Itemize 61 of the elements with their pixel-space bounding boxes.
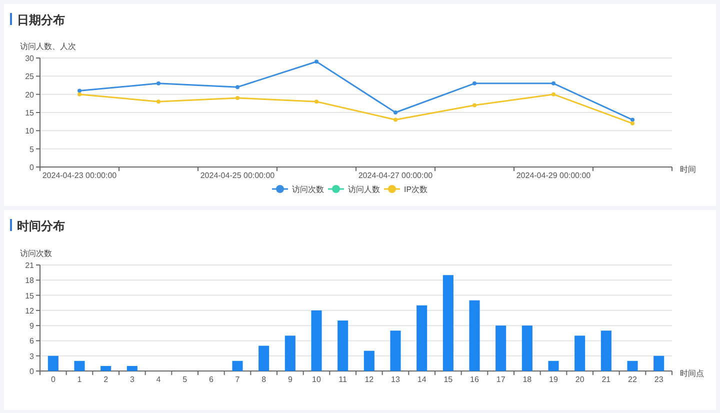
- y-tick-label: 6: [30, 336, 35, 346]
- bar: [48, 356, 58, 371]
- point: [236, 96, 240, 100]
- y-tick-label: 15: [25, 291, 35, 300]
- point: [314, 60, 318, 64]
- point: [630, 121, 634, 126]
- point: [552, 81, 556, 86]
- bar: [522, 326, 532, 371]
- y-tick-label: 3: [30, 352, 35, 361]
- point: [394, 118, 398, 122]
- point: [156, 100, 160, 104]
- legend-label: IP次数: [404, 185, 428, 194]
- point: [236, 85, 240, 90]
- y-tick-label: 12: [25, 306, 35, 316]
- bar: [258, 346, 270, 371]
- x-axis-title: 时间点: [680, 369, 704, 378]
- y-tick-label: 0: [30, 163, 35, 172]
- y-tick-label: 20: [25, 90, 35, 100]
- bar: [627, 360, 638, 371]
- bar: [100, 366, 112, 371]
- point: [630, 118, 634, 122]
- y-tick-label: 25: [25, 72, 35, 82]
- y-tick-label: 9: [30, 322, 35, 331]
- bar: [548, 360, 559, 371]
- chart-title: 时间分布: [17, 219, 65, 233]
- y-axis-title: 访问人数、人次: [20, 42, 76, 51]
- bar: [496, 326, 506, 371]
- bar: [311, 310, 322, 371]
- point: [472, 81, 476, 86]
- bar: [390, 330, 401, 371]
- point: [552, 92, 556, 96]
- y-tick-label: 0: [30, 367, 35, 376]
- y-tick-label: 21: [25, 261, 35, 270]
- point: [78, 92, 82, 96]
- bar: [600, 330, 612, 371]
- bar: [284, 336, 296, 371]
- bar: [338, 320, 348, 371]
- bar: [574, 336, 586, 371]
- y-tick-label: 18: [25, 276, 35, 286]
- bar: [364, 350, 374, 371]
- bar: [126, 366, 138, 371]
- legend-label: 访问次数: [292, 185, 324, 194]
- point: [156, 81, 160, 86]
- x-axis-title: 时间: [680, 165, 696, 174]
- legend-label: 访问人数: [348, 185, 380, 194]
- y-tick-label: 10: [25, 126, 35, 136]
- point: [314, 100, 318, 104]
- bar: [416, 305, 428, 371]
- point: [78, 88, 82, 93]
- y-tick-label: 30: [25, 54, 35, 63]
- point: [472, 103, 476, 108]
- bar: [469, 300, 480, 371]
- y-axis-title: 访问次数: [20, 249, 52, 258]
- chart-title: 日期分布: [17, 13, 65, 27]
- y-tick-label: 15: [25, 108, 35, 118]
- bar: [654, 356, 664, 371]
- y-tick-label: 5: [30, 144, 35, 154]
- bar: [232, 360, 243, 371]
- point: [394, 110, 398, 114]
- bar: [442, 275, 454, 371]
- bar: [74, 360, 85, 371]
